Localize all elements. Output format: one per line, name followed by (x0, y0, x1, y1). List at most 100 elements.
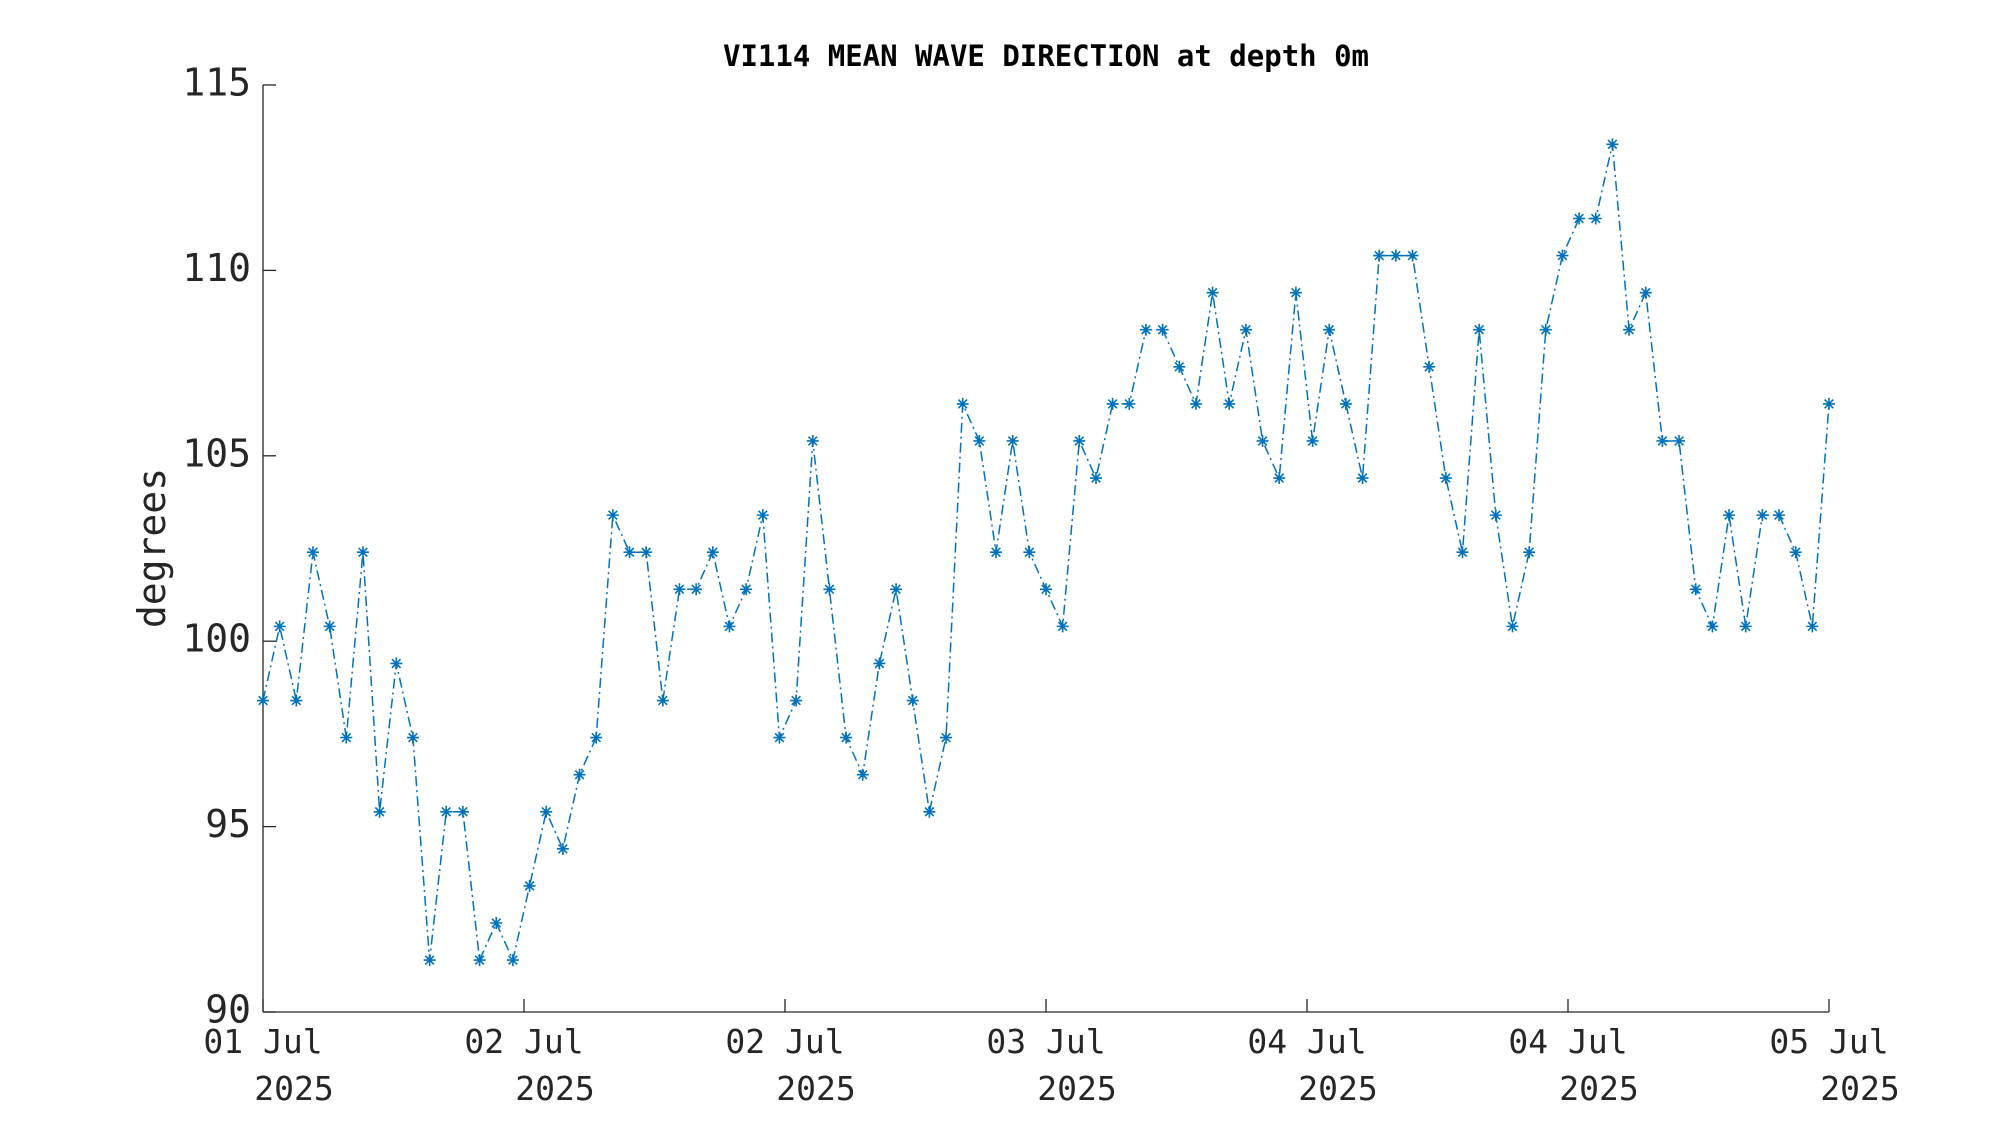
point-marker (1073, 434, 1086, 447)
x-tick-label: 04 Jul 2025 (1247, 1022, 1377, 1108)
point-marker (1739, 620, 1752, 633)
x-tick-label: 04 Jul 2025 (1508, 1022, 1638, 1108)
point-marker (1723, 509, 1736, 522)
point-marker (1789, 546, 1802, 559)
y-tick-label: 100 (182, 617, 251, 661)
point-marker (706, 546, 719, 559)
point-marker (290, 694, 303, 707)
point-marker (1223, 397, 1236, 410)
point-marker (673, 583, 686, 596)
y-tick-label: 110 (182, 246, 251, 290)
point-marker (373, 805, 386, 818)
series-line (262, 144, 1830, 963)
point-marker (1356, 472, 1369, 485)
x-tick-label: 01 Jul 2025 (203, 1022, 333, 1108)
point-marker (440, 805, 453, 818)
point-marker (1423, 360, 1436, 373)
point-marker (306, 546, 319, 559)
point-marker (257, 694, 269, 707)
point-marker (1106, 397, 1119, 410)
point-marker (1089, 472, 1102, 485)
point-marker (840, 731, 853, 744)
point-marker (1473, 323, 1486, 336)
point-marker (906, 694, 919, 707)
point-marker (1689, 583, 1702, 596)
point-marker (1023, 546, 1036, 559)
point-marker (1456, 546, 1469, 559)
point-marker (1323, 323, 1336, 336)
point-marker (940, 731, 953, 744)
y-axis-label: degrees (130, 468, 174, 628)
point-marker (556, 842, 569, 855)
point-marker (1489, 509, 1502, 522)
point-marker (456, 805, 469, 818)
point-marker (1639, 286, 1652, 299)
point-marker (990, 546, 1003, 559)
point-marker (423, 954, 436, 967)
point-marker (323, 620, 336, 633)
y-tick-label: 115 (182, 61, 251, 105)
chart-title: VI114 MEAN WAVE DIRECTION at depth 0m (723, 39, 1369, 73)
point-marker (1189, 397, 1202, 410)
point-marker (1273, 472, 1286, 485)
point-marker (790, 694, 803, 707)
point-marker (1289, 286, 1302, 299)
point-marker (1823, 397, 1835, 410)
point-marker (923, 805, 936, 818)
point-marker (856, 768, 869, 781)
y-tick-label: 95 (205, 802, 251, 846)
point-marker (1173, 360, 1186, 373)
point-marker (390, 657, 403, 670)
point-marker (1539, 323, 1552, 336)
x-tick-label: 02 Jul 2025 (464, 1022, 594, 1108)
x-tick-label: 03 Jul 2025 (986, 1022, 1116, 1108)
point-marker (1206, 286, 1219, 299)
point-marker (523, 879, 536, 892)
point-marker (1556, 249, 1569, 262)
point-marker (406, 731, 419, 744)
point-marker (506, 954, 519, 967)
point-marker (273, 620, 286, 633)
point-marker (1756, 509, 1769, 522)
point-marker (1773, 509, 1786, 522)
point-marker (606, 509, 619, 522)
point-marker (1406, 249, 1419, 262)
point-marker (973, 434, 986, 447)
point-marker (473, 954, 486, 967)
y-tick-label: 105 (182, 431, 251, 475)
point-marker (823, 583, 836, 596)
point-marker (490, 917, 503, 930)
point-marker (1673, 434, 1686, 447)
point-marker (1506, 620, 1519, 633)
point-marker (540, 805, 553, 818)
point-marker (873, 657, 886, 670)
point-marker (1156, 323, 1169, 336)
point-marker (1523, 546, 1536, 559)
point-marker (573, 768, 586, 781)
point-marker (1706, 620, 1719, 633)
point-marker (1606, 138, 1619, 151)
point-marker (890, 583, 903, 596)
point-marker (956, 397, 969, 410)
point-marker (1389, 249, 1402, 262)
point-marker (1256, 434, 1269, 447)
point-marker (340, 731, 353, 744)
point-marker (773, 731, 786, 744)
point-marker (1573, 212, 1586, 225)
point-marker (1139, 323, 1152, 336)
point-marker (690, 583, 703, 596)
point-marker (1239, 323, 1252, 336)
x-tick-label: 02 Jul 2025 (725, 1022, 855, 1108)
y-tick-label: 90 (205, 988, 251, 1032)
point-marker (1623, 323, 1636, 336)
point-marker (590, 731, 603, 744)
point-marker (740, 583, 753, 596)
point-marker (1656, 434, 1669, 447)
point-marker (1373, 249, 1386, 262)
point-marker (1439, 472, 1452, 485)
point-marker (640, 546, 653, 559)
point-marker (1056, 620, 1069, 633)
point-marker (1339, 397, 1352, 410)
point-marker (1806, 620, 1819, 633)
